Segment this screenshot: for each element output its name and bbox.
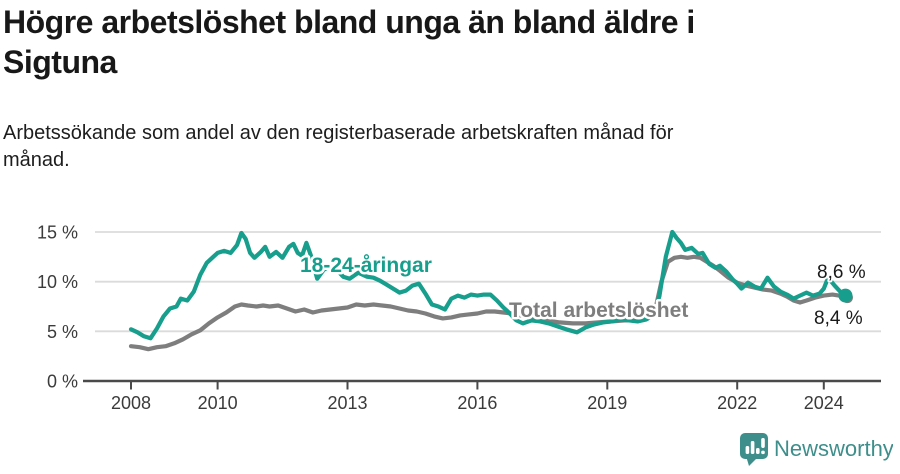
page-title-line-1: Högre arbetslöshet bland unga än bland ä… <box>3 4 695 40</box>
bar-chart-icon <box>745 438 765 455</box>
series-line-total <box>128 254 848 352</box>
x-axis-tick-label-2013: 2013 <box>327 393 367 413</box>
x-axis-tick-label-2019: 2019 <box>587 393 627 413</box>
logo-bubble-tail <box>746 456 759 466</box>
series-label-total: Total arbetslöshet <box>509 299 688 322</box>
chart-subtitle-line-2: månad. <box>3 149 70 171</box>
x-axis-tick-label-2008: 2008 <box>111 393 151 413</box>
x-axis-tick-label-2024: 2024 <box>804 393 844 413</box>
newsworthy-logo: Newsworthy <box>733 431 894 472</box>
newsworthy-logo-icon <box>740 433 768 466</box>
y-axis-tick-label-5: 5 % <box>47 322 78 342</box>
page-title-line-2: Sigtuna <box>3 44 117 80</box>
series-line-young <box>128 229 848 341</box>
end-value-label-total: 8,4 % <box>814 308 863 329</box>
chart-header: Högre arbetslöshet bland unga än bland ä… <box>3 2 695 82</box>
series-end-dot-young <box>838 288 853 303</box>
page-title: Högre arbetslöshet bland unga än bland ä… <box>3 2 695 82</box>
x-axis-tick-label-2016: 2016 <box>457 393 497 413</box>
newsworthy-logo-text: Newsworthy <box>774 436 893 461</box>
end-value-label-young: 8,6 % <box>817 262 866 283</box>
series-label-young: 18-24-åringar <box>300 254 432 277</box>
y-axis-tick-label-15: 15 % <box>37 223 78 243</box>
y-axis-tick-label-10: 10 % <box>37 272 78 292</box>
chart-subtitle-line-1: Arbetssökande som andel av den registerb… <box>3 122 674 144</box>
x-axis-tick-label-2010: 2010 <box>198 393 238 413</box>
y-axis-tick-label-0: 0 % <box>47 372 78 392</box>
chart-subtitle: Arbetssökande som andel av den registerb… <box>3 120 673 174</box>
x-axis-tick-label-2022: 2022 <box>717 393 757 413</box>
